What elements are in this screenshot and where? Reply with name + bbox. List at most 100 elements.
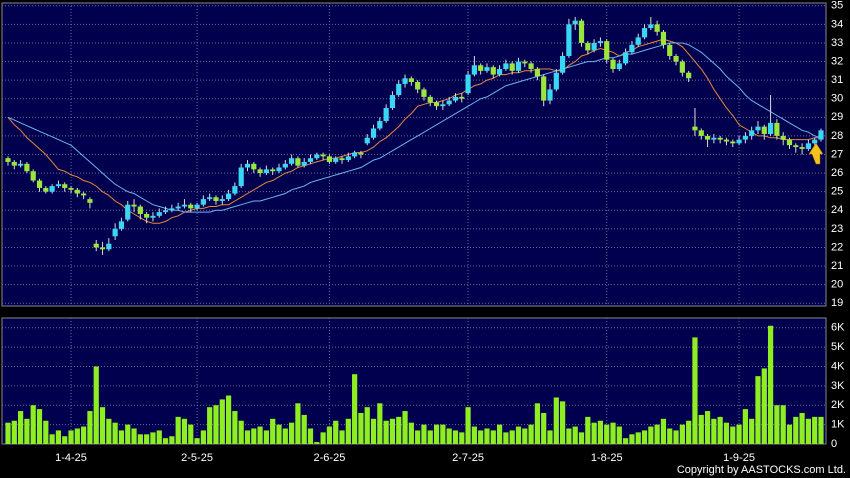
x-tick-label: 1-4-25	[55, 452, 87, 464]
candle-body	[238, 167, 244, 187]
y-tick-label: 33	[831, 37, 843, 49]
candle-body	[490, 67, 496, 75]
candle-body	[5, 158, 11, 162]
candle-body	[270, 169, 276, 172]
candle-body	[421, 89, 427, 97]
candle-body	[774, 122, 780, 136]
candle-body	[225, 193, 232, 200]
volume-bar	[408, 422, 414, 444]
volume-bar	[421, 424, 427, 444]
volume-bar	[528, 424, 534, 444]
volume-bar	[496, 424, 503, 444]
volume-bar	[118, 430, 125, 444]
candle-body	[307, 158, 314, 162]
candle-body	[415, 82, 421, 90]
volume-bar	[730, 426, 736, 444]
candle-body	[244, 163, 251, 168]
volume-bar	[755, 376, 761, 444]
volume-bar	[213, 405, 219, 444]
candle-body	[62, 184, 68, 188]
volume-bar	[87, 411, 93, 444]
volume-bar	[74, 428, 80, 444]
volume-bar	[219, 399, 225, 444]
volume-bar	[156, 430, 162, 444]
volume-bar	[383, 420, 389, 444]
candle-body	[736, 139, 742, 144]
candle-body	[345, 156, 351, 161]
candle-body	[749, 130, 755, 136]
volume-bar	[560, 401, 566, 444]
candle-body	[188, 204, 194, 209]
volume-bar	[358, 412, 364, 444]
candle-body	[553, 72, 559, 90]
volume-bar	[566, 428, 572, 444]
candle-body	[566, 24, 572, 56]
volume-bar	[137, 434, 143, 444]
volume-bar	[289, 422, 295, 444]
candle-body	[698, 130, 704, 136]
y-tick-label: 31	[831, 74, 843, 86]
volume-bar	[604, 424, 610, 444]
volume-bar	[314, 442, 320, 444]
volume-bar	[503, 432, 509, 444]
volume-bar	[465, 407, 471, 444]
volume-bar	[433, 424, 440, 444]
volume-bar	[81, 426, 87, 444]
candle-body	[427, 96, 433, 103]
volume-bar	[402, 411, 408, 444]
candle-body	[194, 204, 200, 209]
volume-tick-label: 4K	[831, 360, 845, 372]
candle-body	[805, 143, 811, 149]
candle-body	[660, 31, 667, 45]
y-tick-label: 27	[831, 148, 843, 160]
volume-bar	[585, 416, 591, 444]
candle-body	[74, 189, 80, 194]
candle-body	[389, 95, 396, 109]
candle-body	[578, 20, 585, 43]
candle-body	[673, 55, 679, 62]
candle-body	[364, 137, 370, 144]
volume-bar	[623, 438, 629, 444]
candle-body	[68, 187, 74, 190]
volume-bar	[326, 426, 333, 444]
y-tick-label: 29	[831, 111, 843, 123]
volume-bar	[244, 430, 251, 444]
volume-bar	[786, 424, 793, 444]
volume-bar	[818, 416, 824, 444]
volume-bar	[717, 416, 723, 444]
volume-bar	[446, 428, 452, 444]
candle-body	[459, 96, 465, 99]
candle-body	[799, 147, 805, 149]
volume-bar	[673, 430, 679, 444]
candle-body	[289, 158, 295, 164]
volume-bar	[112, 422, 118, 444]
volume-bar	[30, 405, 36, 444]
candle-body	[219, 199, 225, 201]
candle-body	[755, 126, 761, 131]
candle-body	[55, 184, 62, 187]
volume-bar	[150, 432, 156, 444]
candle-body	[125, 204, 131, 220]
candle-body	[81, 193, 87, 196]
candle-body	[282, 163, 288, 168]
volume-bar	[478, 430, 484, 444]
candle-body	[692, 126, 698, 131]
candle-body	[465, 74, 471, 94]
volume-bar	[18, 411, 24, 444]
candle-body	[818, 130, 824, 140]
candle-body	[648, 24, 654, 29]
candle-body	[150, 215, 156, 218]
candle-body	[36, 180, 43, 188]
volume-bar	[131, 428, 137, 444]
volume-bar	[24, 418, 30, 444]
candle-body	[547, 89, 553, 101]
y-tick-label: 22	[831, 241, 843, 253]
volume-bar	[793, 416, 799, 444]
volume-bar	[440, 424, 446, 444]
candle-body	[534, 68, 540, 77]
candle-body	[314, 154, 320, 159]
volume-bar	[812, 416, 818, 444]
volume-bar	[660, 418, 667, 444]
y-tick-label: 21	[831, 260, 843, 272]
